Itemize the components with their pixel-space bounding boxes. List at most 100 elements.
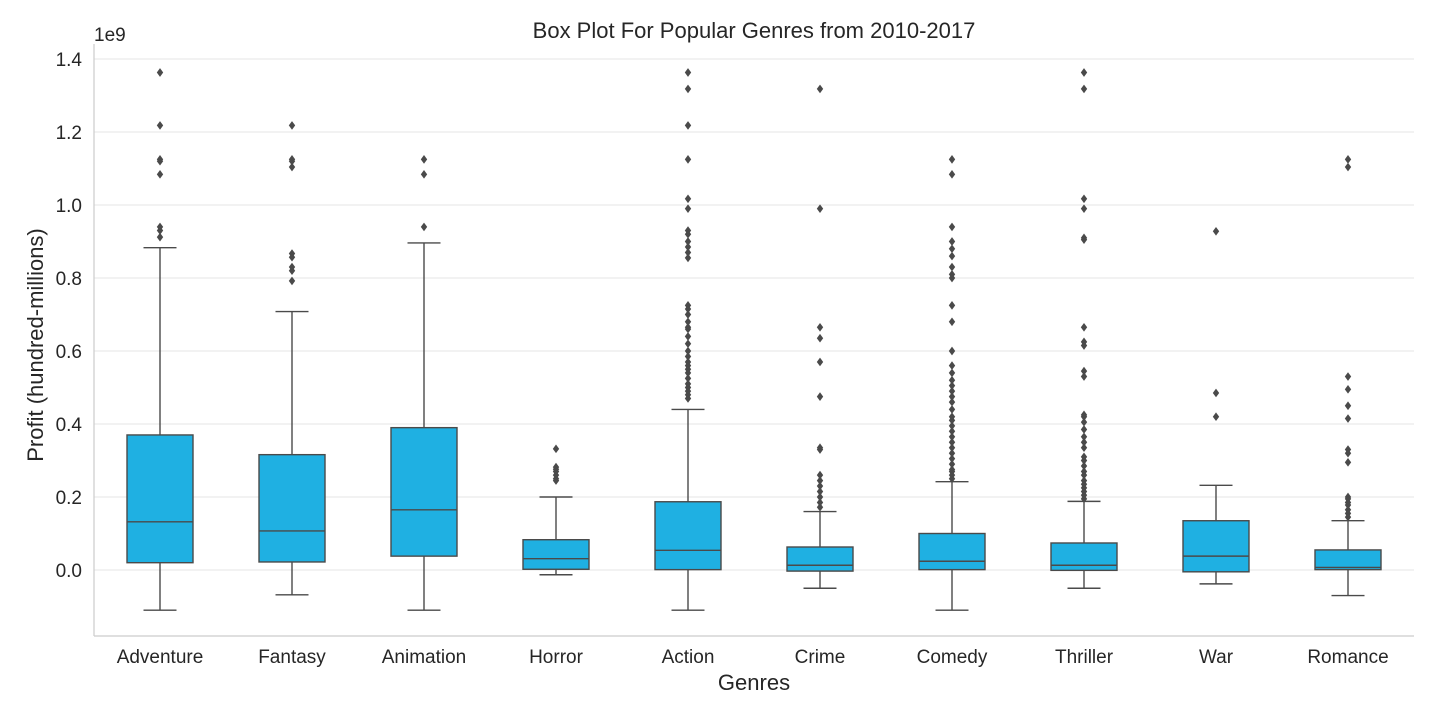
outlier-point: [948, 437, 956, 447]
box-iqr: [258, 453, 326, 563]
outlier-point: [948, 170, 956, 179]
outlier-point: [1344, 448, 1352, 458]
axes: [93, 44, 1414, 637]
outlier-point: [1344, 162, 1352, 172]
outlier-point: [288, 121, 296, 130]
outlier-point: [1080, 443, 1088, 453]
box-group-fantasy: [258, 121, 326, 596]
x-tick-label: Romance: [1307, 647, 1388, 668]
outlier-point: [948, 155, 956, 164]
outlier-point: [948, 222, 956, 232]
box-iqr: [1182, 520, 1250, 573]
y-tick-label: 1.2: [56, 123, 82, 144]
box-iqr: [1314, 549, 1382, 571]
outlier-point: [684, 229, 692, 239]
outlier-point: [1080, 372, 1088, 381]
x-tick-label: Animation: [382, 647, 467, 668]
box-group-adventure: [126, 68, 194, 611]
box-iqr: [1050, 542, 1118, 572]
outlier-point: [816, 470, 824, 480]
outlier-point: [1080, 417, 1088, 427]
x-tick-label: Adventure: [117, 647, 204, 668]
outlier-point: [1080, 322, 1088, 332]
outlier-point: [1080, 366, 1088, 376]
outlier-point: [1212, 226, 1220, 236]
outlier-point: [1080, 494, 1088, 504]
outlier-point: [948, 386, 956, 396]
outlier-point: [948, 346, 956, 356]
outlier-point: [684, 394, 692, 403]
outlier-point: [816, 502, 824, 512]
box-iqr: [390, 426, 458, 557]
outlier-point: [948, 381, 956, 390]
outlier-point: [1080, 412, 1088, 422]
outlier-point: [552, 476, 560, 485]
outlier-point: [684, 237, 692, 246]
outlier-point: [1344, 414, 1352, 423]
outlier-point: [948, 443, 956, 453]
x-tick-labels: Adventure Fantasy Animation Horror Action Cri…: [117, 647, 1389, 668]
outlier-point: [156, 121, 164, 130]
outlier-point: [1080, 425, 1088, 434]
outlier-point: [816, 333, 824, 343]
x-tick-label: Fantasy: [258, 647, 326, 668]
outlier-point: [684, 253, 692, 263]
chart-title: Box Plot For Popular Genres from 2010-20…: [533, 18, 976, 43]
outlier-point: [1344, 401, 1352, 411]
box-group-animation: [390, 155, 458, 611]
box-iqr: [918, 532, 986, 571]
outlier-point: [948, 397, 956, 407]
outlier-point: [948, 459, 956, 469]
outlier-point: [948, 237, 956, 246]
outlier-point: [1344, 500, 1352, 510]
outlier-point: [948, 421, 956, 431]
outlier-point: [288, 252, 296, 262]
outlier-point: [816, 498, 824, 507]
y-axis-label: Profit (hundred-millions): [23, 228, 48, 462]
outlier-point: [1344, 458, 1352, 467]
outlier-point: [156, 226, 164, 235]
x-tick-label: Comedy: [917, 647, 988, 668]
outlier-point: [684, 304, 692, 314]
outlier-point: [948, 454, 956, 463]
outlier-point: [1344, 385, 1352, 394]
y-tick-label: 1.4: [56, 50, 83, 71]
outlier-point: [816, 487, 824, 496]
outlier-point: [948, 244, 956, 254]
outlier-point: [156, 156, 164, 166]
y-tick-label: 0.8: [56, 269, 82, 290]
x-tick-label: Thriller: [1055, 647, 1114, 668]
outlier-point: [1080, 194, 1088, 204]
outlier-point: [948, 262, 956, 272]
outlier-point: [684, 68, 692, 77]
outlier-point: [1080, 432, 1088, 442]
y-tick-label: 0.6: [56, 342, 82, 363]
outlier-point: [816, 204, 824, 213]
outlier-point: [948, 448, 956, 458]
outlier-point: [288, 162, 296, 172]
x-tick-label: War: [1199, 647, 1234, 668]
outlier-point: [1344, 512, 1352, 522]
outlier-point: [948, 474, 956, 484]
outlier-point: [684, 324, 692, 334]
outlier-point: [948, 405, 956, 414]
outlier-point: [1080, 235, 1088, 244]
outlier-point: [816, 445, 824, 454]
outlier-point: [816, 357, 824, 367]
x-tick-label: Action: [662, 647, 715, 668]
box-group-romance: [1314, 155, 1382, 597]
outlier-point: [948, 251, 956, 261]
box-iqr: [522, 539, 590, 570]
outlier-point: [684, 194, 692, 204]
outlier-point: [684, 317, 692, 327]
box-iqr: [786, 546, 854, 572]
y-offset-label: 1e9: [94, 25, 126, 46]
box-iqr: [126, 434, 194, 564]
outlier-point: [156, 68, 164, 77]
outlier-point: [1344, 372, 1352, 381]
outlier-point: [684, 242, 692, 252]
outlier-point: [1080, 470, 1088, 480]
outlier-point: [684, 248, 692, 257]
outlier-point: [684, 155, 692, 164]
